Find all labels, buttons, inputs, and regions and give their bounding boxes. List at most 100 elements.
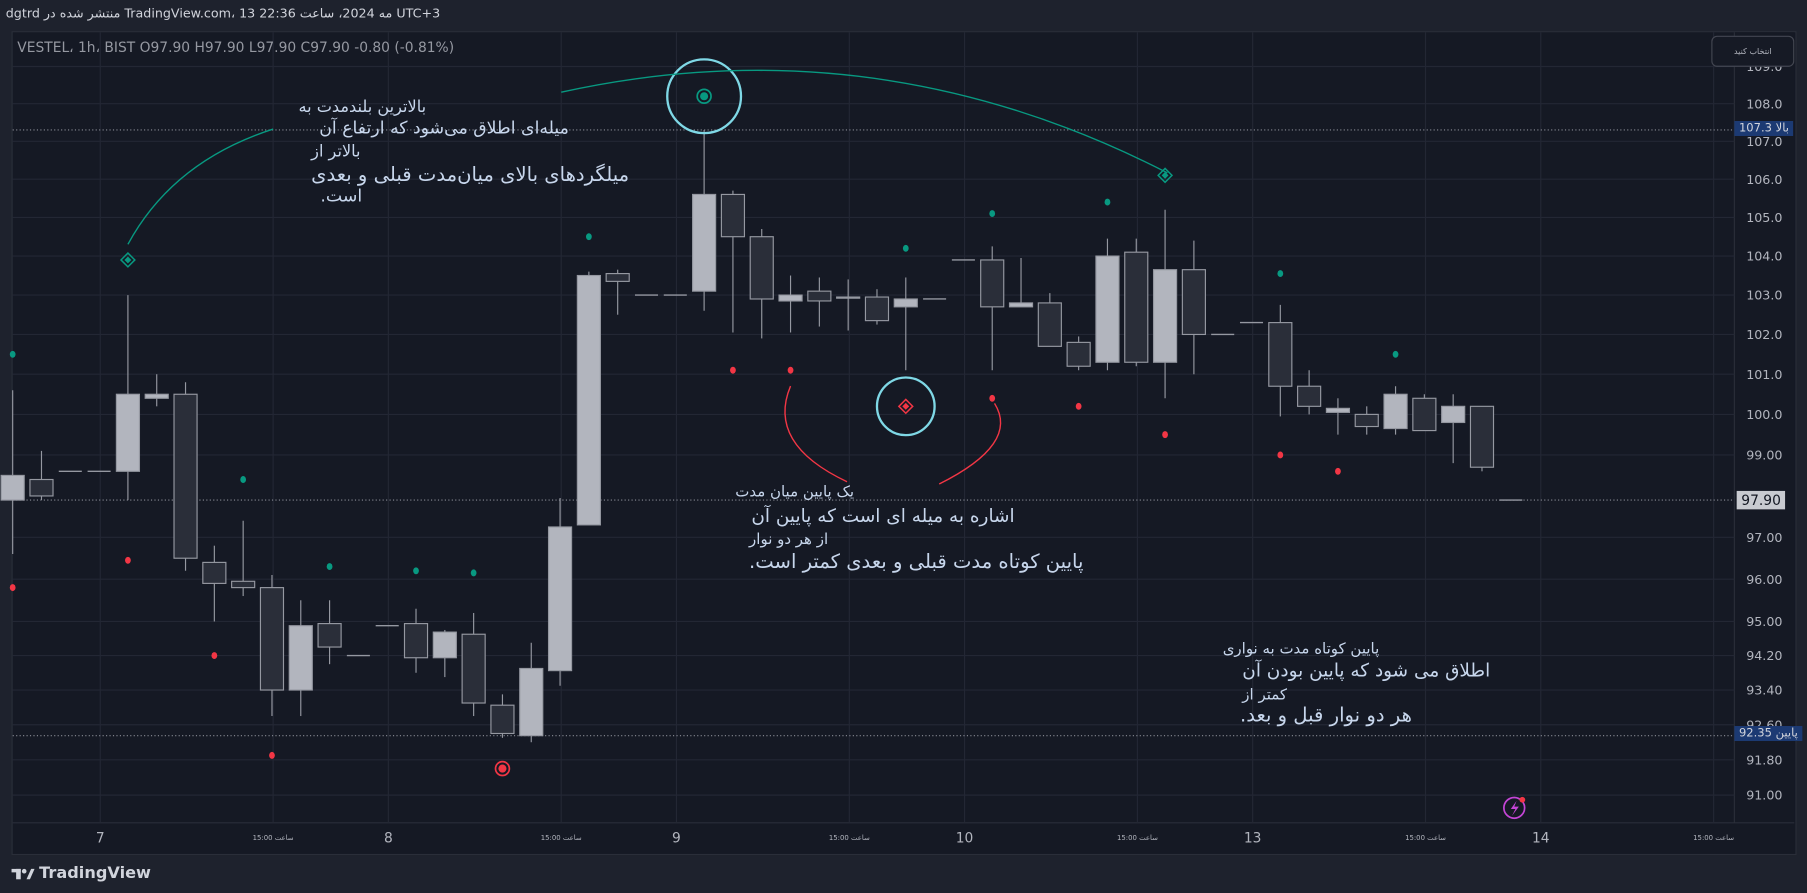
circle-marker-core bbox=[700, 92, 709, 101]
candle-body bbox=[144, 393, 169, 399]
time-tick-label: 15:00 ساعت bbox=[541, 834, 582, 842]
candle-body bbox=[1152, 269, 1178, 363]
time-tick-label: 14 bbox=[1532, 830, 1550, 846]
price-tick-label: 99.00 bbox=[1746, 448, 1782, 463]
price-tick-label: 96.00 bbox=[1746, 572, 1782, 587]
swing-dot bbox=[1075, 402, 1082, 410]
chart-panel[interactable] bbox=[11, 31, 1797, 856]
note-line: کمتر از bbox=[1242, 686, 1288, 705]
price-tick-label: 103.0 bbox=[1746, 288, 1782, 303]
candle-body bbox=[1354, 413, 1379, 428]
time-tick-label: 8 bbox=[384, 830, 393, 846]
price-tick-label: 93.40 bbox=[1746, 683, 1782, 698]
swing-dot bbox=[413, 567, 419, 575]
candle-body bbox=[1037, 302, 1062, 347]
candle-body bbox=[605, 272, 630, 282]
price-tick-label: 104.0 bbox=[1746, 249, 1782, 264]
candle-body bbox=[259, 587, 285, 691]
candle-body bbox=[1412, 397, 1437, 432]
candle-body bbox=[202, 561, 227, 584]
tradingview-logo[interactable]: TradingView bbox=[11, 864, 151, 883]
current-price-badge: 97.90 bbox=[1736, 490, 1786, 510]
candle-body bbox=[29, 478, 54, 497]
candle-body bbox=[1095, 255, 1120, 363]
note-line: پایین کوتاه مدت به نواری bbox=[1222, 640, 1380, 659]
note-line: است. bbox=[320, 185, 363, 207]
published-info: dgtrd منتشر شده در TradingView.com، 13 م… bbox=[5, 5, 441, 21]
candle-body bbox=[1066, 341, 1091, 367]
swing-dot bbox=[902, 244, 909, 252]
highlight-circle-low bbox=[875, 376, 936, 437]
candle-body bbox=[893, 298, 918, 308]
candle-body bbox=[547, 526, 573, 672]
diamond-marker-core bbox=[124, 256, 132, 264]
annotation-arc bbox=[561, 69, 1168, 174]
time-tick-label: 7 bbox=[96, 830, 105, 846]
time-tick-label: 15:00 ساعت bbox=[1117, 834, 1158, 842]
candle-body bbox=[1268, 322, 1293, 387]
candle-body bbox=[864, 296, 890, 322]
price-tick-label: 107.0 bbox=[1746, 134, 1782, 149]
diamond-marker bbox=[1157, 167, 1174, 184]
annotation-arc bbox=[784, 385, 848, 483]
candle-body bbox=[115, 393, 141, 472]
candle-body bbox=[720, 193, 746, 238]
candle-body bbox=[231, 580, 256, 589]
candle-body bbox=[1441, 405, 1466, 424]
swing-dot bbox=[1277, 270, 1284, 278]
diamond-marker bbox=[119, 251, 136, 268]
swing-dot bbox=[1335, 467, 1341, 475]
price-axis bbox=[1734, 32, 1795, 823]
swing-dot bbox=[326, 563, 333, 571]
note-line: بالاتر از bbox=[311, 142, 361, 162]
swing-dot bbox=[989, 394, 996, 402]
swing-dot bbox=[211, 652, 218, 660]
symbol-legend: VESTEL، 1h، BIST O97.90 H97.90 L97.90 C9… bbox=[17, 39, 455, 56]
candle-body bbox=[1181, 269, 1206, 336]
tv-logo-icon bbox=[11, 868, 35, 880]
candle-body bbox=[1124, 251, 1149, 363]
swing-dot bbox=[269, 751, 275, 759]
price-tick-label: 108.0 bbox=[1746, 96, 1782, 111]
time-tick-label: 15:00 ساعت bbox=[1693, 834, 1734, 842]
note-line: پایین کوتاه مدت قبلی و بعدی کمتر است. bbox=[749, 550, 1084, 574]
swing-dot bbox=[240, 476, 247, 483]
candle-body bbox=[1297, 385, 1322, 407]
time-tick-label: 15:00 ساعت bbox=[1405, 834, 1446, 842]
logo-text: TradingView bbox=[39, 864, 151, 883]
price-tick-label: 95.00 bbox=[1746, 614, 1782, 629]
swing-dot bbox=[9, 350, 16, 358]
diamond-marker bbox=[897, 398, 914, 415]
candle-body bbox=[288, 625, 313, 691]
candle-body bbox=[778, 294, 803, 302]
select-button[interactable]: انتخاب کنید bbox=[1711, 35, 1795, 67]
diamond-marker-core bbox=[1161, 171, 1169, 179]
note-line: بالاترین بلندمدت به bbox=[298, 97, 427, 117]
candle-body bbox=[403, 623, 429, 659]
candle-body bbox=[461, 633, 486, 704]
circle-marker-core bbox=[498, 764, 507, 773]
candle-body bbox=[807, 290, 832, 302]
note-line: میلگردهای بالای میان‌مدت قبلی و بعدی bbox=[311, 163, 630, 187]
candle-body bbox=[749, 236, 774, 300]
price-tick-label: 106.0 bbox=[1746, 172, 1782, 187]
candle-body bbox=[490, 704, 515, 735]
swing-dot bbox=[989, 210, 996, 218]
price-tick-label: 91.00 bbox=[1746, 788, 1782, 803]
candle-body bbox=[980, 259, 1005, 308]
annotation-arc bbox=[938, 402, 1002, 485]
candle-body bbox=[519, 667, 544, 737]
price-tick-label: 94.20 bbox=[1746, 648, 1782, 663]
swing-dot bbox=[1277, 451, 1284, 459]
note-line: اشاره به میله ای است که پایین آن bbox=[751, 504, 1015, 527]
candle-body bbox=[432, 631, 457, 659]
circle-marker bbox=[494, 760, 511, 777]
time-tick-label: 9 bbox=[672, 830, 681, 846]
low-level-badge: پایین 92.35 bbox=[1734, 726, 1803, 742]
time-tick-label: 15:00 ساعت bbox=[253, 834, 294, 842]
candle-body bbox=[1383, 393, 1408, 430]
swing-dot bbox=[787, 366, 794, 374]
candle-body bbox=[173, 393, 198, 559]
